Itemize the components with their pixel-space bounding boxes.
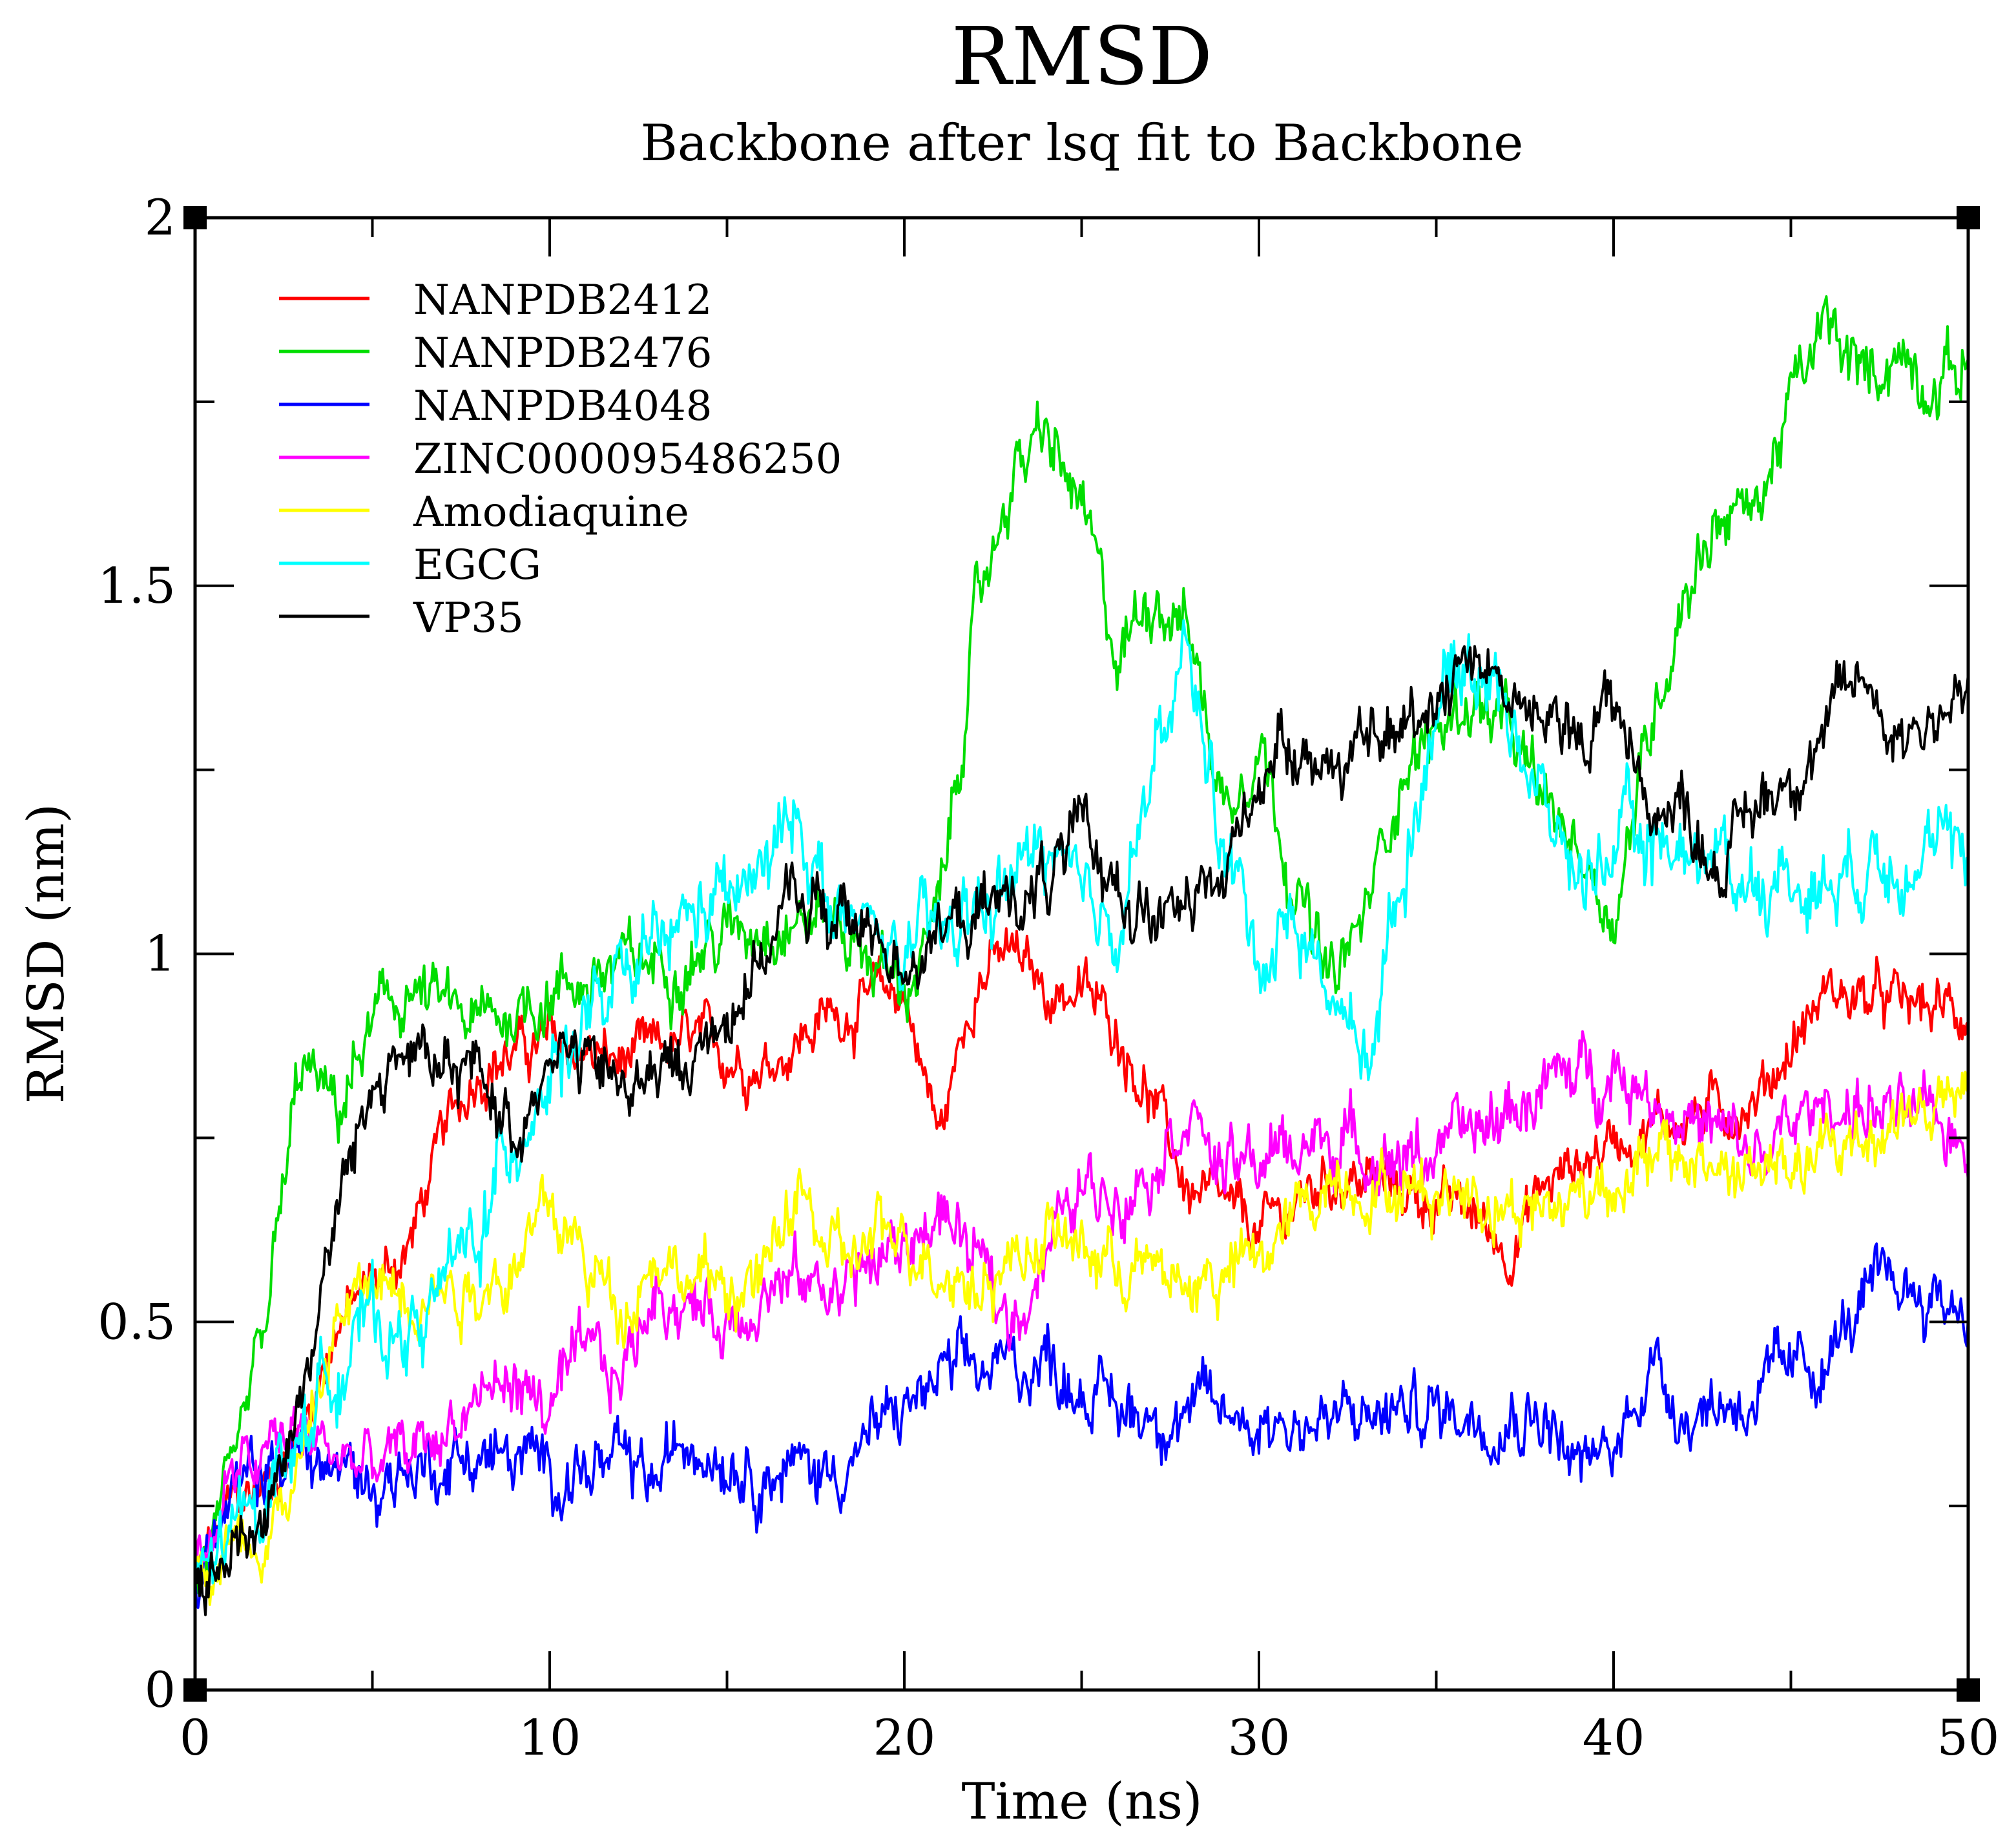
corner-handle [183,206,207,229]
x-tick-label: 50 [1937,1709,2000,1766]
legend-label: NANPDB2476 [413,329,712,377]
axes-layer: 0 10 20 30 40 50 0 0.5 1 1.5 2 [98,189,1999,1766]
y-tick-label: 0 [145,1661,176,1718]
x-tick-label: 40 [1583,1709,1645,1766]
corner-handle [183,1678,207,1702]
legend-label: ZINC000095486250 [413,435,842,483]
series-line-egcg [194,619,1969,1585]
series-layer [194,295,1969,1616]
series-line-vp35 [194,645,1969,1616]
series-line-nanpdb4048 [194,1242,1969,1609]
chart-subtitle: Backbone after lsq fit to Backbone [641,114,1524,172]
x-axis-label: Time (ns) [961,1773,1202,1831]
y-tick-label: 2 [145,189,176,246]
series-line-amodiaquine [194,1070,1969,1606]
legend-label: NANPDB2412 [413,277,712,324]
legend-label: NANPDB4048 [413,382,712,430]
corner-handle [1957,1678,1980,1702]
x-tick-label: 0 [180,1709,211,1766]
corner-handle [1957,206,1980,229]
x-tick-label: 20 [873,1709,936,1766]
y-tick-label: 1 [145,925,176,983]
y-tick-label: 0.5 [98,1293,176,1350]
legend-label: Amodiaquine [413,488,689,536]
legend: NANPDB2412 NANPDB2476 NANPDB4048 ZINC000095… [279,277,842,642]
y-axis-label: RMSD (nm) [17,804,76,1103]
series-line-nanpdb2476 [194,295,1969,1594]
series-line-zinc000095486250 [194,1030,1969,1580]
x-tick-label: 30 [1228,1709,1291,1766]
x-tick-label: 10 [519,1709,581,1766]
legend-label: EGCG [413,541,541,589]
chart-title: RMSD [951,10,1213,103]
legend-label: VP35 [413,594,524,642]
y-tick-label: 1.5 [98,557,176,614]
